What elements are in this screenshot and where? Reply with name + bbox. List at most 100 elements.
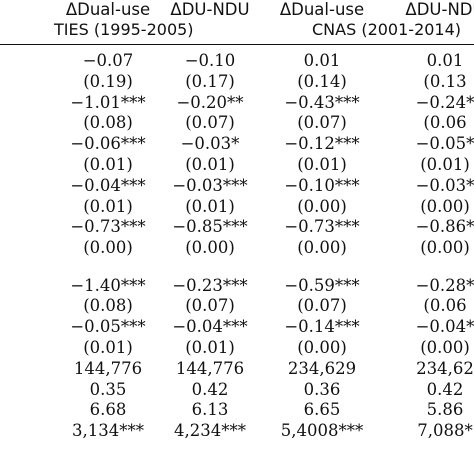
table-row: −0.73*** −0.85*** −0.73*** −0.86* (0, 215, 474, 239)
period-header-row: TIES (1995-2005) CNAS (2001-2014) (0, 18, 474, 42)
table-cell: 0.42 (191, 379, 229, 399)
table-cell: −0.43*** (284, 92, 360, 112)
table-cell: −0.24* (415, 92, 474, 112)
table-cell: −0.28* (415, 275, 474, 295)
table-cell: (0.14) (297, 71, 347, 91)
column-header: ΔDual-use (65, 0, 151, 19)
table-row: (0.01) (0.01) (0.01) (0.01) (0, 153, 474, 177)
table-cell: −0.23*** (172, 275, 248, 295)
table-row: −1.40*** −0.23*** −0.59*** −0.28* (0, 274, 474, 298)
table-cell: 234,62 (416, 358, 474, 378)
table-cell: 7,088* (417, 421, 473, 441)
table-row: (0.19) (0.17) (0.14) (0.13 (0, 70, 474, 94)
table-cell: (0.01) (185, 337, 235, 357)
table-row: 3,134*** 4,234*** 5,4008*** 7,088* (0, 419, 474, 443)
table-cell: −0.04* (415, 317, 474, 337)
table-cell: 4,234*** (174, 421, 246, 441)
table-cell: −0.10 (184, 51, 236, 70)
table-cell: −0.06*** (70, 134, 146, 154)
table-cell: (0.08) (83, 296, 133, 316)
table-cell: 6.68 (89, 400, 127, 420)
table-cell: (0.07) (185, 113, 235, 133)
table-cell: −0.07 (82, 51, 134, 70)
table-row: 144,776 144,776 234,629 234,62 (0, 357, 474, 381)
table-cell: 144,776 (73, 358, 143, 378)
column-header: ΔDU-NDU (170, 0, 250, 19)
table-cell: (0.00) (297, 337, 347, 357)
table-cell: (0.00) (297, 238, 347, 258)
table-cell: −1.01*** (70, 92, 146, 112)
table-row: (0.01) (0.01) (0.00) (0.00) (0, 195, 474, 219)
table-cell: (0.07) (297, 113, 347, 133)
table-cell: −0.86* (415, 217, 474, 237)
table-cell: −0.73*** (70, 217, 146, 237)
table-row: −0.05*** −0.04*** −0.14*** −0.04* (0, 315, 474, 339)
column-header-row: ΔDual-use ΔDU-NDU ΔDual-use ΔDU-NDU (0, 0, 474, 22)
table-cell: −0.05*** (70, 317, 146, 337)
table-row: (0.01) (0.01) (0.00) (0.00) (0, 336, 474, 360)
table-cell: 3,134*** (72, 421, 144, 441)
table-cell: (0.06 (423, 296, 467, 316)
table-cell: (0.13 (423, 71, 467, 91)
table-cell: (0.01) (185, 155, 235, 174)
table-cell: (0.00) (185, 238, 235, 258)
table-cell: (0.01) (297, 155, 347, 174)
table-cell: (0.08) (83, 113, 133, 133)
table-cell: 0.01 (303, 51, 341, 70)
table-cell: (0.00) (297, 196, 347, 216)
table-cell: −0.59*** (284, 275, 360, 295)
table-cell: −0.20** (176, 92, 244, 112)
table-row: (0.00) (0.00) (0.00) (0.00) (0, 236, 474, 260)
table-cell: −0.12*** (284, 134, 360, 154)
table-row: 6.68 6.13 6.65 5.86 (0, 398, 474, 422)
table-row: −1.01*** −0.20** −0.43*** −0.24* (0, 91, 474, 115)
table-cell: −0.03* (180, 134, 240, 154)
table-cell: 0.42 (426, 379, 464, 399)
table-cell: −0.05* (415, 134, 474, 154)
table-row: 0.35 0.42 0.36 0.42 (0, 378, 474, 402)
table-cell: (0.06 (423, 113, 467, 133)
table-cell: (0.01) (83, 337, 133, 357)
table-cell: −0.10*** (284, 175, 360, 195)
table-cell: (0.19) (83, 71, 133, 91)
table-row: (0.08) (0.07) (0.07) (0.06 (0, 111, 474, 135)
table-cell: (0.01) (420, 155, 470, 174)
table-cell: (0.00) (83, 238, 133, 258)
period-label-ties: TIES (1995-2005) (54, 20, 194, 39)
column-header: ΔDual-use (279, 0, 365, 19)
table-cell: (0.07) (185, 296, 235, 316)
table-row: (0.08) (0.07) (0.07) (0.06 (0, 294, 474, 318)
table-cell: −0.03*** (172, 175, 248, 195)
table-cell: (0.00) (420, 238, 470, 258)
table-cell: −0.73*** (284, 217, 360, 237)
header-rule (0, 44, 474, 45)
table-cell: 0.36 (303, 379, 341, 399)
table-row: −0.06*** −0.03* −0.12*** −0.05* (0, 132, 474, 156)
table-cell: 144,776 (175, 358, 245, 378)
table-cell: (0.01) (83, 155, 133, 174)
table-cell: (0.00) (420, 337, 470, 357)
table-cell: 6.13 (191, 400, 229, 420)
table-cell: (0.07) (297, 296, 347, 316)
table-cell: −0.04*** (172, 317, 248, 337)
table-cell: −0.04*** (70, 175, 146, 195)
table-cell: 0.01 (426, 51, 464, 70)
table-row: −0.04*** −0.03*** −0.10*** −0.03* (0, 174, 474, 198)
table-cell: (0.00) (420, 196, 470, 216)
table-cell: 234,629 (287, 358, 357, 378)
table-cell: −1.40*** (70, 275, 146, 295)
table-row: −0.07 −0.10 0.01 0.01 (0, 49, 474, 73)
table-cell: −0.85*** (172, 217, 248, 237)
table-cell: 6.65 (303, 400, 341, 420)
column-header: ΔDU-NDU (405, 0, 474, 19)
table-cell: −0.03* (415, 175, 474, 195)
table-cell: (0.17) (185, 71, 235, 91)
table-cell: (0.01) (185, 196, 235, 216)
table-cell: 5.86 (426, 400, 464, 420)
period-label-cnas: CNAS (2001-2014) (312, 20, 462, 39)
table-cell: 0.35 (89, 379, 127, 399)
table-cell: 5,4008*** (280, 421, 364, 441)
table-cell: (0.01) (83, 196, 133, 216)
table-cell: −0.14*** (284, 317, 360, 337)
